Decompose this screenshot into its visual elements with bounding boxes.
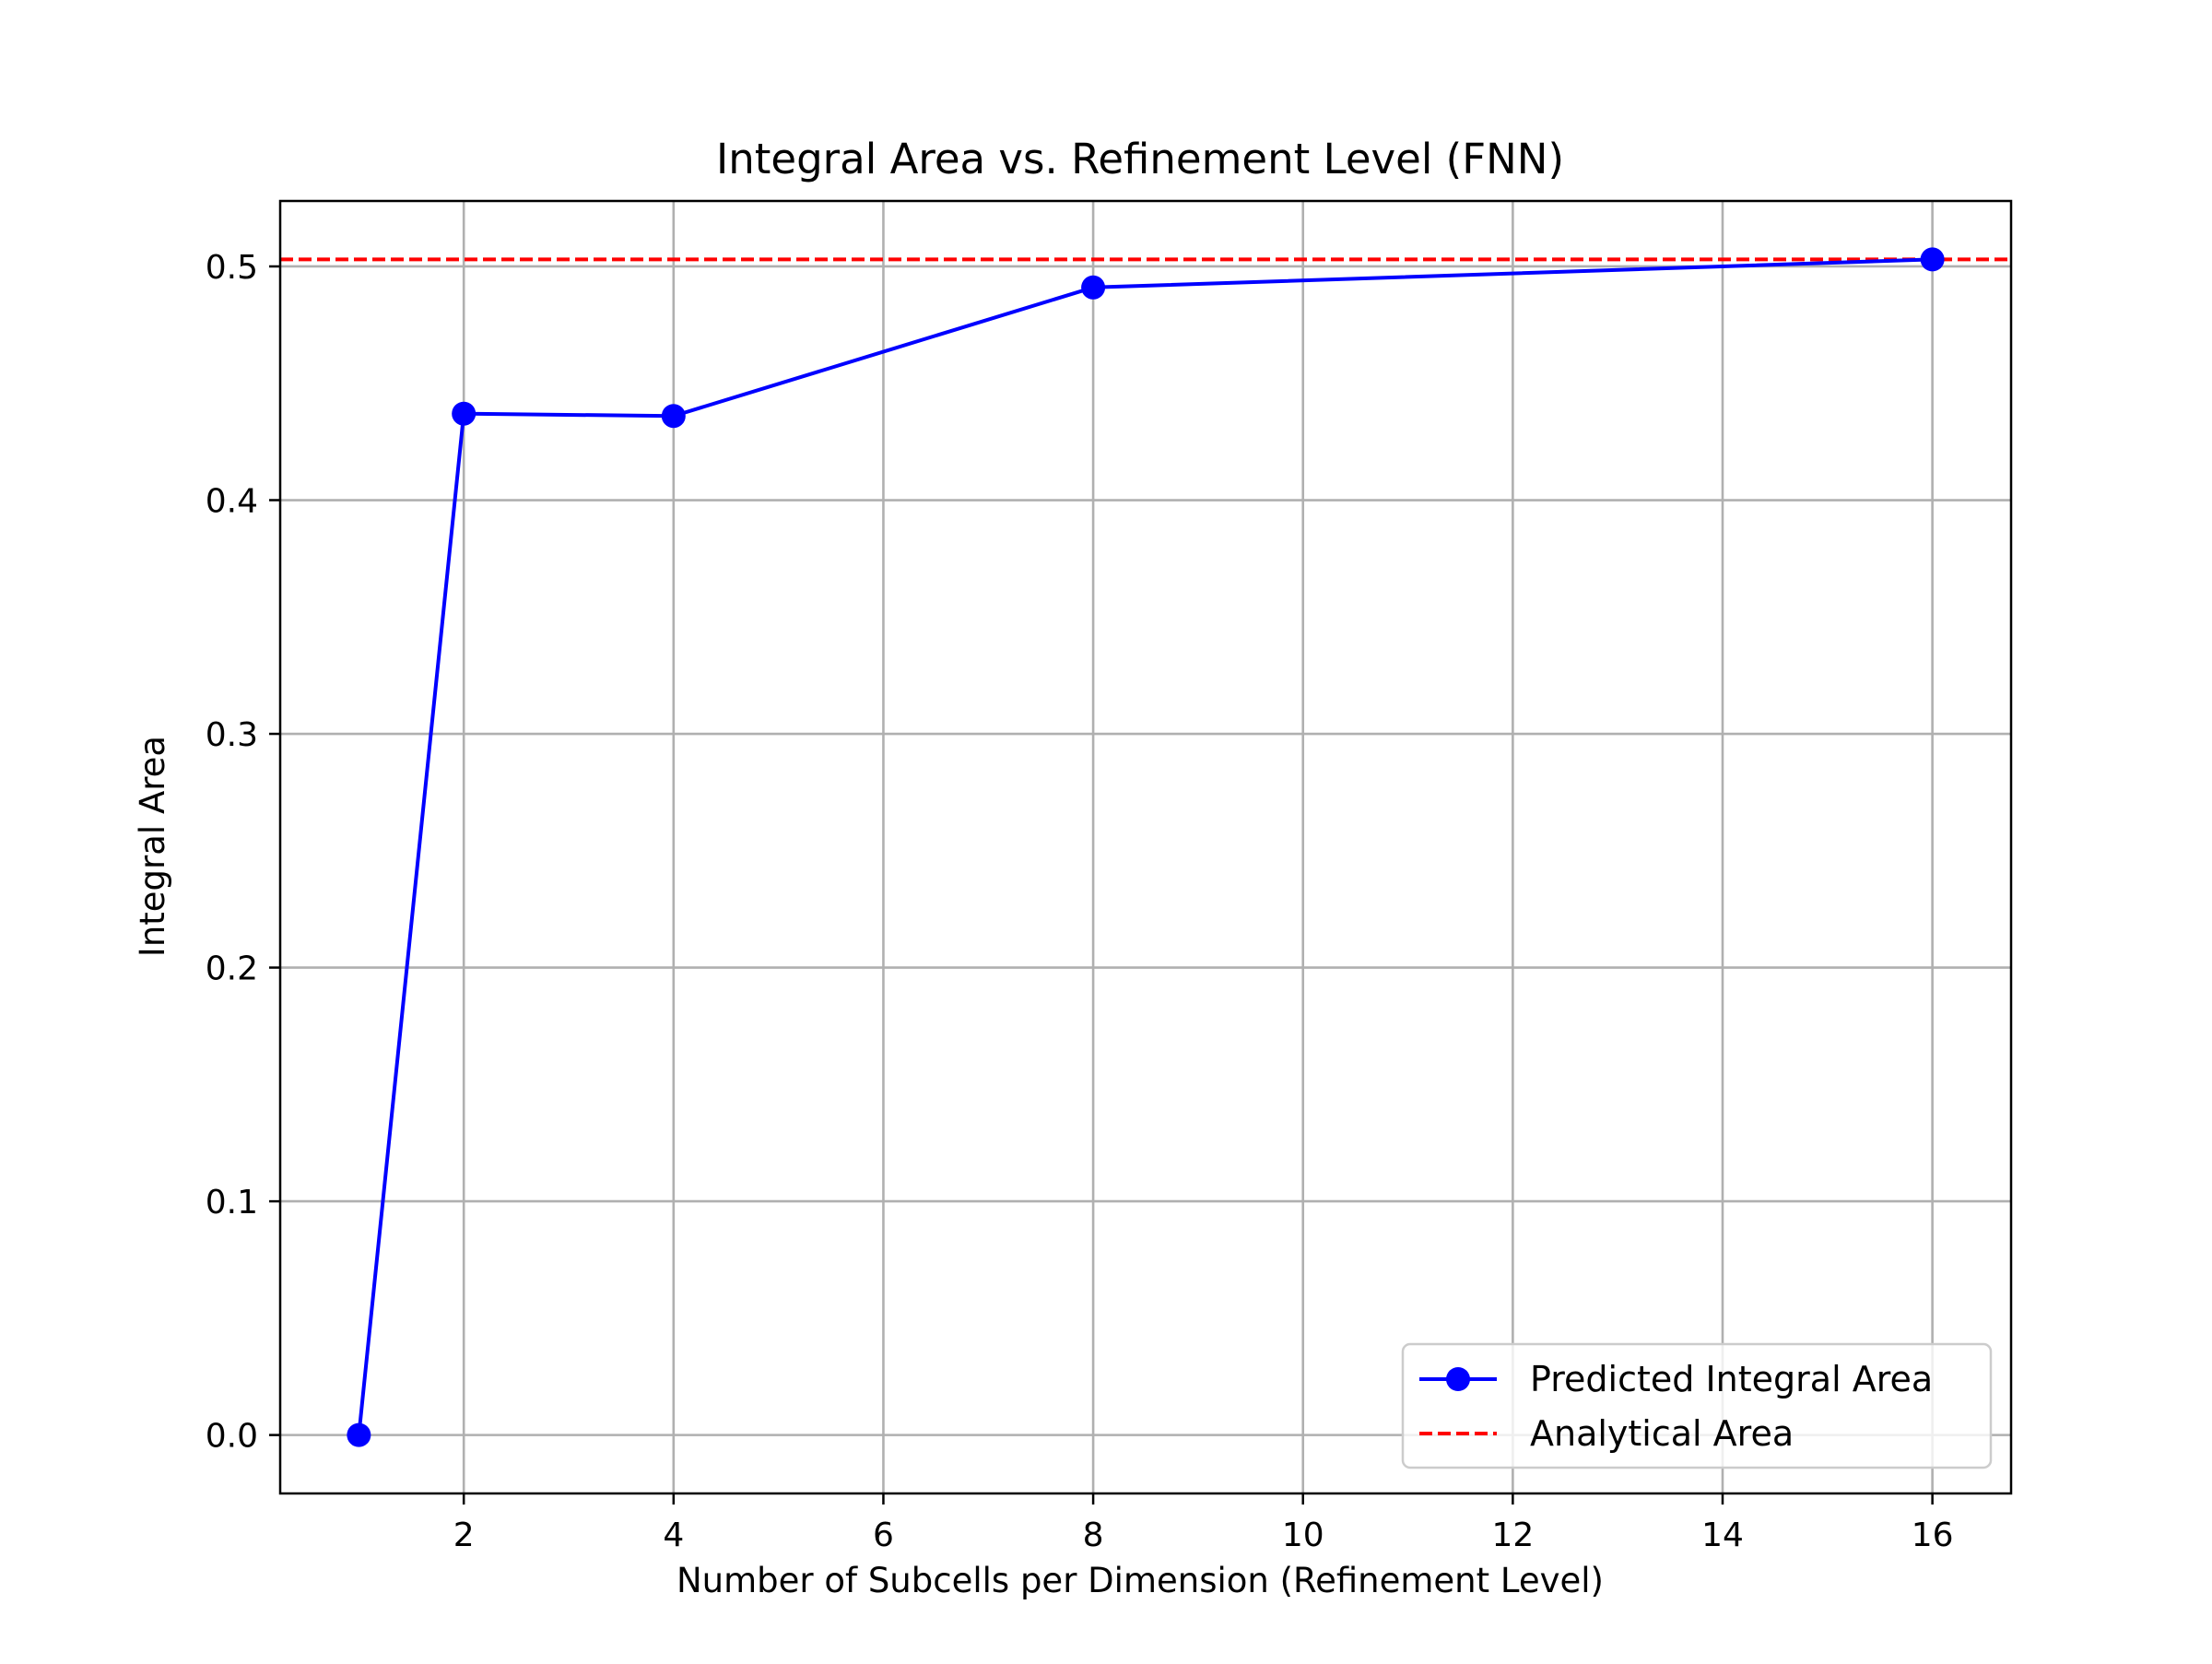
legend-predicted-label: Predicted Integral Area [1530,1359,1933,1399]
x-tick-label: 14 [1701,1516,1744,1554]
y-tick-label: 0.1 [206,1184,258,1221]
x-tick-label: 2 [453,1516,475,1554]
legend-box [1401,1342,1993,1469]
x-tick-label: 6 [873,1516,894,1554]
predicted-data-point [1920,247,1945,272]
x-tick-label: 8 [1083,1516,1104,1554]
legend-predicted-marker-icon [1446,1367,1470,1391]
plot-frame [278,199,2013,1495]
predicted-data-point [1081,275,1106,300]
x-tick-label: 16 [1912,1516,1954,1554]
legend: Predicted Integral Area Analytical Area [1401,1342,1993,1469]
y-axis-label: Integral Area [133,736,172,957]
y-tick-label: 0.2 [206,950,258,988]
predicted-data-point [452,401,477,426]
x-tick-label: 10 [1282,1516,1324,1554]
predicted-data-point [661,404,686,429]
y-tick-label: 0.4 [206,483,258,521]
y-tick-label: 0.5 [206,249,258,287]
y-tick-label: 0.3 [206,716,258,754]
legend-analytical-label: Analytical Area [1530,1413,1794,1454]
data-layer [280,247,2011,1447]
x-axis-label: Number of Subcells per Dimension (Refine… [677,1561,1604,1600]
y-tick-label: 0.0 [206,1418,258,1456]
chart-title: Integral Area vs. Refinement Level (FNN) [716,135,1564,183]
x-tick-label: 4 [663,1516,684,1554]
tick-layer: 2 4 6 8 10 12 14 16 0.0 0.1 0.2 0.3 0.4 0.5 [206,249,1954,1554]
x-tick-label: 12 [1491,1516,1534,1554]
predicted-data-point [347,1422,371,1447]
grid-layer [280,201,2011,1493]
